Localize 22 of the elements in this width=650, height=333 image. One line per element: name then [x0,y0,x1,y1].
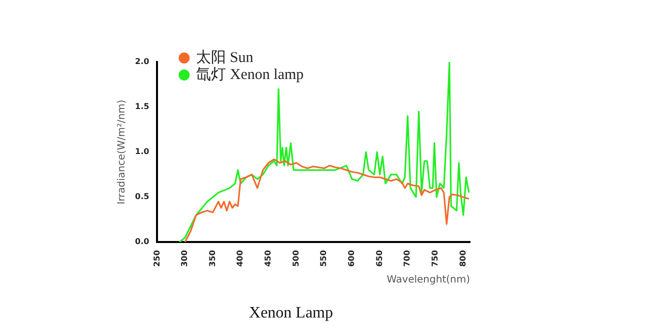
x-tick-label: 350 [208,250,217,267]
legend-label: 太阳 Sun [196,48,254,66]
x-tick-label: 250 [152,250,162,267]
y-tick-label: 1.5 [135,102,150,112]
y-axis-title: Irradiance(W/m²/nm) [116,100,128,204]
x-tick-label: 450 [264,250,273,267]
x-tick-label: 550 [319,250,328,267]
x-tick-label: 600 [347,250,356,267]
x-tick-label: 800 [458,250,468,267]
x-tick-label: 400 [236,250,245,267]
text: Xenon Lamp [249,304,333,322]
y-tick-label: 0.0 [135,237,150,246]
x-tick-label: 750 [430,250,440,267]
y-tick-label: 0.5 [135,192,150,202]
y-tick-label: 2.0 [135,57,150,66]
y-tick-label: 1.0 [135,147,150,156]
x-tick-label: 650 [374,250,384,267]
legend-label: 氙灯 Xenon lamp [196,66,304,83]
x-tick-label: 700 [402,250,412,267]
x-tick-label: 500 [291,250,300,267]
x-axis-title: Wavelenght(nm) [386,274,470,286]
x-tick-label: 300 [180,250,190,267]
